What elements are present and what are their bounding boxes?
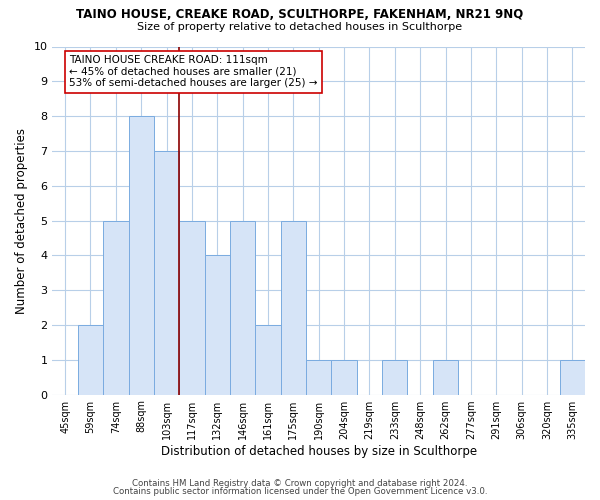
Bar — [128, 116, 154, 394]
Text: Contains public sector information licensed under the Open Government Licence v3: Contains public sector information licen… — [113, 487, 487, 496]
Text: Size of property relative to detached houses in Sculthorpe: Size of property relative to detached ho… — [137, 22, 463, 32]
Text: TAINO HOUSE, CREAKE ROAD, SCULTHORPE, FAKENHAM, NR21 9NQ: TAINO HOUSE, CREAKE ROAD, SCULTHORPE, FA… — [76, 8, 524, 20]
Bar — [560, 360, 585, 394]
Bar — [331, 360, 357, 394]
Bar — [256, 325, 281, 394]
Bar — [154, 151, 179, 394]
Bar — [230, 220, 256, 394]
Bar — [103, 220, 128, 394]
Bar — [281, 220, 306, 394]
Y-axis label: Number of detached properties: Number of detached properties — [15, 128, 28, 314]
Bar — [179, 220, 205, 394]
Bar — [382, 360, 407, 394]
Bar — [78, 325, 103, 394]
Text: TAINO HOUSE CREAKE ROAD: 111sqm
← 45% of detached houses are smaller (21)
53% of: TAINO HOUSE CREAKE ROAD: 111sqm ← 45% of… — [69, 55, 317, 88]
Text: Contains HM Land Registry data © Crown copyright and database right 2024.: Contains HM Land Registry data © Crown c… — [132, 478, 468, 488]
Bar — [205, 256, 230, 394]
X-axis label: Distribution of detached houses by size in Sculthorpe: Distribution of detached houses by size … — [161, 444, 477, 458]
Bar — [433, 360, 458, 394]
Bar — [306, 360, 331, 394]
